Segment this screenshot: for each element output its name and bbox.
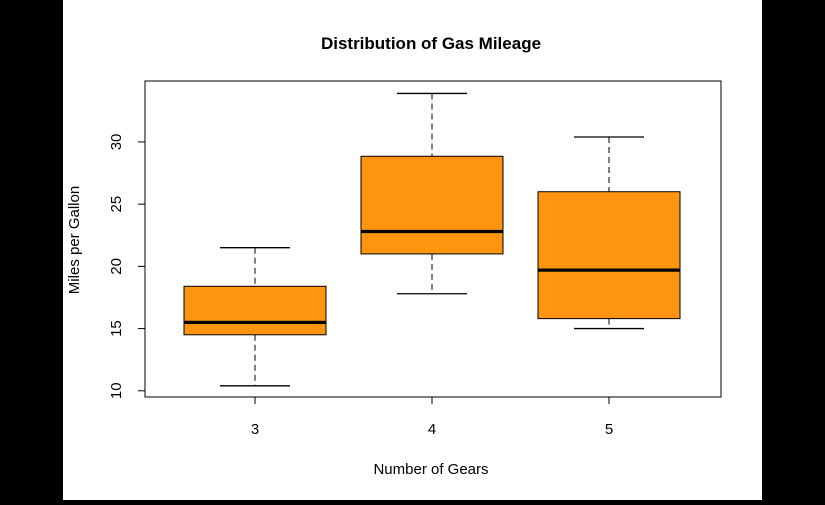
box-group-5 <box>537 136 681 330</box>
x-axis: 3 4 5 <box>251 396 613 438</box>
y-tick-label: 15 <box>108 320 125 337</box>
boxes-layer <box>183 92 681 387</box>
y-tick-label: 25 <box>108 196 125 213</box>
y-tick-label: 30 <box>108 134 125 151</box>
y-axis: 10 15 20 25 30 <box>108 134 146 399</box>
box-group-4 <box>360 92 504 295</box>
iqr-box <box>360 155 504 255</box>
y-tick-label: 10 <box>108 382 125 399</box>
box-group-3 <box>183 247 327 387</box>
y-axis-title: Miles per Gallon <box>66 186 83 294</box>
plot-canvas: Distribution of Gas Mileage 10 15 20 25 30 3… <box>63 0 762 500</box>
x-axis-title: Number of Gears <box>373 461 488 478</box>
box-plot: Distribution of Gas Mileage 10 15 20 25 30 3… <box>66 34 722 478</box>
x-tick-label: 3 <box>251 421 259 438</box>
iqr-box <box>537 191 681 320</box>
iqr-box <box>183 285 327 336</box>
chart-title: Distribution of Gas Mileage <box>321 34 541 53</box>
x-tick-label: 5 <box>605 421 613 438</box>
y-tick-label: 20 <box>108 258 125 275</box>
x-tick-label: 4 <box>428 421 436 438</box>
